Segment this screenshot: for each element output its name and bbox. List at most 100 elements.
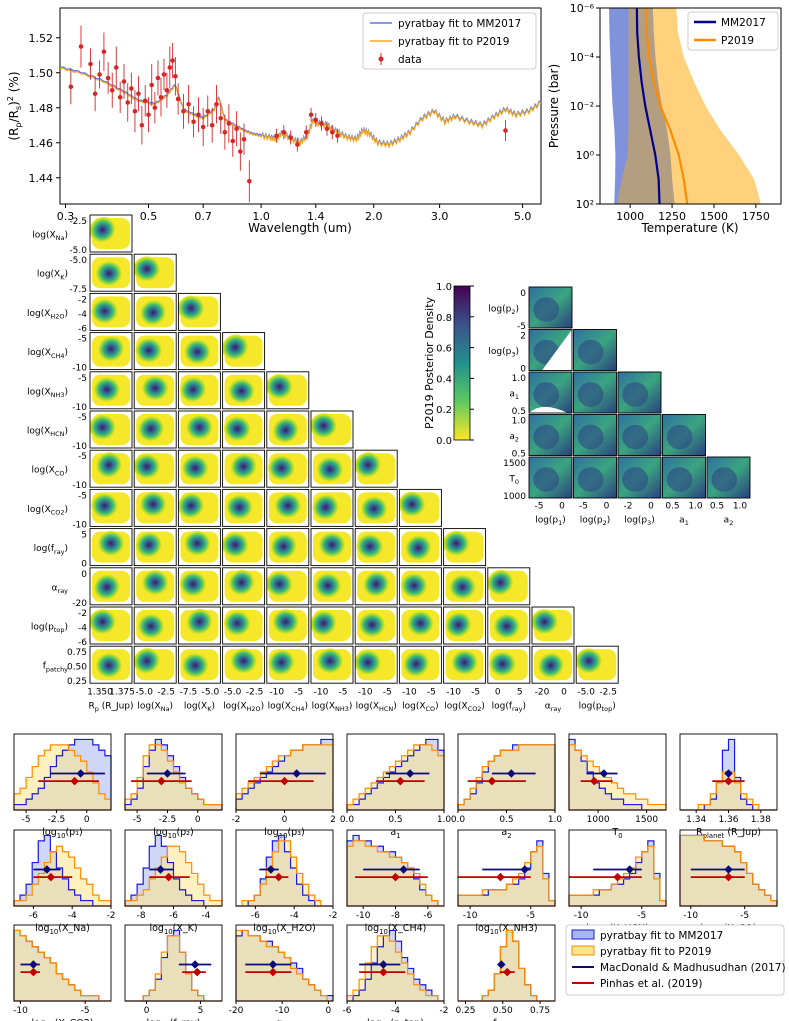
- hist-p2019-edge: [346, 935, 444, 1002]
- corner-cell: [310, 645, 354, 684]
- data-point: [78, 44, 84, 49]
- corner-cell-frame: [398, 645, 442, 684]
- corner-cell-density: [529, 329, 572, 371]
- corner-cell-frame: [617, 456, 662, 499]
- corner-plot-main: log(XNa)-2.5-5.0log(XK)-5.0-7.5log(XH2O)…: [27, 214, 619, 713]
- density-core: [577, 339, 604, 365]
- corner-col-label: log(p2): [580, 516, 611, 528]
- corner-cell-density: [178, 567, 221, 605]
- data-point: [149, 82, 155, 88]
- corner-col-tick-label: -10: [402, 687, 417, 697]
- corner-col-label: log(XNa): [137, 701, 173, 713]
- corner-cell-density: [573, 414, 617, 456]
- spectrum-xtick-label: 1.0: [252, 210, 270, 223]
- corner-cell-density: [662, 457, 706, 498]
- corner-cell-density: [178, 450, 221, 488]
- density-core: [228, 378, 255, 404]
- density-core: [577, 424, 604, 450]
- density-core: [493, 613, 521, 639]
- corner-row-tick-label: -5: [517, 322, 526, 332]
- data-point: [155, 75, 161, 81]
- corner-cell-density: [222, 411, 265, 448]
- corner-cell-density: [487, 607, 530, 644]
- marginal-tick-label: -2: [440, 1006, 449, 1016]
- density-core: [183, 339, 211, 365]
- density-core: [222, 334, 249, 361]
- corner-cell-frame: [573, 371, 617, 414]
- density-core: [400, 572, 428, 599]
- marginal-tick-label: 0: [195, 815, 201, 825]
- corner-cell: [266, 645, 310, 684]
- density-core: [183, 530, 211, 556]
- corner-col-tick-label: -10: [269, 687, 284, 697]
- corner-cell-density: [618, 372, 661, 413]
- marginal-tick-label: -6: [29, 911, 38, 921]
- corner-cell: [354, 449, 398, 488]
- corner-row-label: log(XNH3): [27, 387, 68, 399]
- corner-row-tick-label: 0.5: [512, 407, 526, 417]
- corner-cell-frame: [443, 528, 487, 567]
- density-core: [222, 532, 249, 558]
- density-core: [230, 648, 258, 674]
- estimate-marker-p2019: [724, 776, 733, 786]
- data-point: [308, 112, 314, 118]
- estimate-marker-mm2017: [724, 865, 733, 874]
- marginal-tick-label: 0.5: [499, 815, 513, 825]
- corner-cell: [133, 488, 177, 527]
- corner-cell-frame: [266, 606, 310, 645]
- data-point: [288, 135, 294, 140]
- corner-cell-density: [134, 254, 177, 292]
- density-core: [489, 651, 516, 677]
- corner-cell-frame: [706, 456, 751, 499]
- corner-cell-frame: [573, 456, 617, 499]
- corner-col-tick-label: -5.0: [224, 687, 242, 697]
- marginal-tick-label: -5: [81, 1006, 90, 1016]
- spectrum-ytick-label: 1.44: [29, 172, 54, 185]
- corner-cell-density: [90, 646, 132, 684]
- density-core: [186, 608, 213, 635]
- data-point: [158, 94, 164, 100]
- corner-cell: [706, 456, 751, 499]
- corner-cell-frame: [222, 371, 266, 410]
- corner-cell-frame: [398, 606, 442, 645]
- corner-cell-frame: [133, 410, 177, 449]
- corner-cell-frame: [177, 332, 221, 371]
- density-core: [223, 610, 251, 636]
- corner-col-label: log(fray): [492, 701, 526, 713]
- corner-cell-density: [529, 457, 572, 498]
- corner-row-tick-label: -10: [72, 364, 87, 374]
- corner-cell: [443, 645, 487, 684]
- hist-mm2017-edge: [124, 834, 222, 907]
- corner-cell: [528, 414, 573, 456]
- data-point: [241, 136, 247, 142]
- marginal-xlabel: log10(X_Na): [35, 923, 90, 936]
- corner-cell-density: [178, 528, 221, 566]
- data-point: [503, 128, 508, 133]
- density-core: [90, 609, 117, 635]
- corner-cell: [177, 332, 221, 371]
- corner-cell-density: [134, 646, 177, 684]
- estimate-marker-p2019: [724, 872, 733, 882]
- corner-row-tick-label: 5: [81, 531, 87, 541]
- legend-p-lit: Pinhas et al. (2019): [600, 978, 702, 990]
- pt-ylabel: Pressure (bar): [547, 64, 561, 148]
- corner-col-tick-label: 5: [517, 687, 523, 697]
- corner-cell-density: [443, 607, 486, 644]
- data-point: [186, 101, 191, 107]
- hist-p2019-edge: [13, 929, 111, 1002]
- corner-cell-frame: [487, 567, 531, 606]
- marginal-xlabel: a2: [501, 827, 511, 840]
- corner-row-tick-label: 0: [81, 570, 87, 580]
- density-core: [141, 375, 169, 401]
- data-point: [88, 61, 93, 67]
- spectrum-model-lines: [59, 66, 542, 149]
- marginal-frame: [124, 733, 223, 811]
- corner-cell: [89, 606, 133, 645]
- spectrum-data-points: [68, 25, 508, 203]
- corner-cell-frame: [266, 371, 310, 410]
- corner-cell: [133, 410, 177, 449]
- corner-cell-frame: [89, 410, 133, 449]
- corner-col-tick-label: -2.5: [599, 687, 617, 697]
- marginal-tick-label: 0.50: [493, 1006, 513, 1016]
